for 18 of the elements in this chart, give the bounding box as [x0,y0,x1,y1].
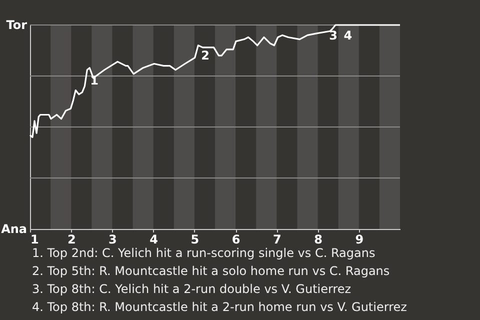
annotation: 2 [201,48,210,63]
text: Tor [6,18,28,32]
text: 4. Top 8th: R. Mountcastle hit a 2-run home run vs V. Gutierrez [32,300,407,314]
x-tick-label: 1 [30,232,39,246]
x-tick-label: 8 [314,232,322,246]
x-tick-label: 2 [67,232,76,246]
x-tick-label: 4 [150,232,158,246]
text: 1. Top 2nd: C. Yelich hit a run-scoring single vs C. Ragans [32,246,376,260]
x-tick-label: 9 [355,232,364,246]
x-tick-label: 3 [108,232,117,246]
x-tick-label: 5 [190,232,200,246]
text: 3. Top 8th: C. Yelich hit a 2-run double vs V. Gutierrez [32,282,352,296]
text: 2. Top 5th: R. Mountcastle hit a solo home run vs C. Ragans [32,264,390,278]
x-tick-label: 7 [272,232,282,246]
annotation: 3 [329,28,338,43]
x-tick-label: 6 [232,232,240,246]
text: Ana [1,222,27,236]
annotation: 4 [344,28,352,43]
